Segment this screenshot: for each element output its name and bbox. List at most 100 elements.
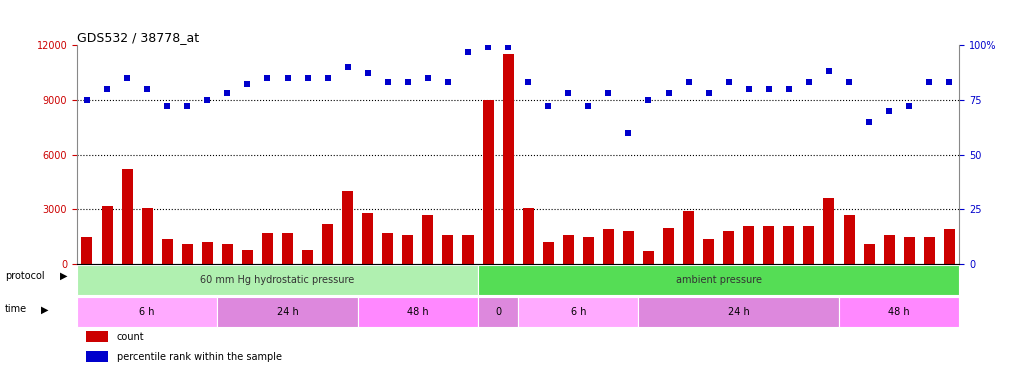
- Point: [580, 104, 596, 110]
- Bar: [783, 226, 794, 264]
- Point: [800, 79, 817, 85]
- Text: ▶: ▶: [60, 271, 67, 280]
- Point: [760, 86, 777, 92]
- Point: [179, 104, 195, 110]
- Bar: [218, 297, 358, 327]
- Text: count: count: [117, 332, 145, 342]
- Bar: [883, 235, 895, 264]
- Point: [500, 44, 516, 50]
- Point: [600, 90, 617, 96]
- Bar: [423, 215, 433, 264]
- Point: [841, 79, 858, 85]
- Point: [480, 44, 497, 50]
- Bar: [402, 235, 413, 264]
- Bar: [944, 230, 955, 264]
- Bar: [342, 191, 353, 264]
- Point: [239, 81, 255, 87]
- Point: [540, 104, 556, 110]
- Bar: [358, 297, 478, 327]
- Point: [220, 90, 236, 96]
- Bar: [478, 265, 959, 296]
- Bar: [77, 297, 218, 327]
- Bar: [522, 207, 534, 264]
- Bar: [383, 233, 393, 264]
- Point: [560, 90, 577, 96]
- Point: [620, 130, 636, 136]
- Point: [921, 79, 938, 85]
- Bar: [86, 332, 108, 342]
- Text: GDS532 / 38778_at: GDS532 / 38778_at: [77, 31, 199, 44]
- Point: [821, 68, 837, 74]
- Point: [260, 75, 276, 81]
- Point: [781, 86, 797, 92]
- Bar: [839, 297, 959, 327]
- Bar: [723, 231, 735, 264]
- Point: [159, 104, 175, 110]
- Text: 6 h: 6 h: [570, 307, 586, 317]
- Point: [701, 90, 717, 96]
- Point: [741, 86, 757, 92]
- Bar: [302, 249, 313, 264]
- Point: [661, 90, 677, 96]
- Point: [881, 108, 898, 114]
- Bar: [86, 351, 108, 362]
- Point: [319, 75, 336, 81]
- Bar: [463, 235, 474, 264]
- Point: [279, 75, 295, 81]
- Bar: [442, 235, 453, 264]
- Text: ▶: ▶: [41, 304, 48, 314]
- Bar: [703, 238, 714, 264]
- Bar: [202, 242, 212, 264]
- Bar: [282, 233, 293, 264]
- Point: [420, 75, 436, 81]
- Bar: [562, 235, 574, 264]
- Bar: [77, 265, 478, 296]
- Point: [300, 75, 316, 81]
- Point: [941, 79, 957, 85]
- Bar: [162, 238, 172, 264]
- Text: ambient pressure: ambient pressure: [676, 275, 761, 285]
- Bar: [683, 211, 695, 264]
- Point: [440, 79, 457, 85]
- Text: 48 h: 48 h: [889, 307, 910, 317]
- Bar: [824, 198, 834, 264]
- Text: 48 h: 48 h: [407, 307, 429, 317]
- Bar: [743, 226, 754, 264]
- Point: [98, 86, 115, 92]
- Bar: [643, 251, 654, 264]
- Point: [901, 104, 917, 110]
- Bar: [603, 230, 614, 264]
- Bar: [322, 224, 333, 264]
- Bar: [638, 297, 839, 327]
- Point: [520, 79, 537, 85]
- Bar: [543, 242, 554, 264]
- Point: [340, 64, 356, 70]
- Bar: [102, 206, 113, 264]
- Bar: [242, 249, 253, 264]
- Text: time: time: [5, 304, 28, 314]
- Bar: [843, 215, 855, 264]
- Text: 60 mm Hg hydrostatic pressure: 60 mm Hg hydrostatic pressure: [200, 275, 355, 285]
- Bar: [362, 213, 373, 264]
- Point: [720, 79, 737, 85]
- Bar: [81, 237, 92, 264]
- Bar: [482, 100, 494, 264]
- Point: [640, 97, 657, 103]
- Text: 24 h: 24 h: [727, 307, 750, 317]
- Bar: [763, 226, 775, 264]
- Point: [79, 97, 95, 103]
- Bar: [904, 237, 915, 264]
- Text: percentile rank within the sample: percentile rank within the sample: [117, 352, 282, 362]
- Bar: [864, 244, 874, 264]
- Bar: [663, 228, 674, 264]
- Bar: [478, 297, 518, 327]
- Point: [139, 86, 155, 92]
- Bar: [142, 207, 153, 264]
- Point: [680, 79, 697, 85]
- Bar: [182, 244, 193, 264]
- Bar: [121, 169, 132, 264]
- Bar: [623, 231, 634, 264]
- Point: [460, 49, 476, 55]
- Bar: [503, 54, 514, 264]
- Bar: [803, 226, 815, 264]
